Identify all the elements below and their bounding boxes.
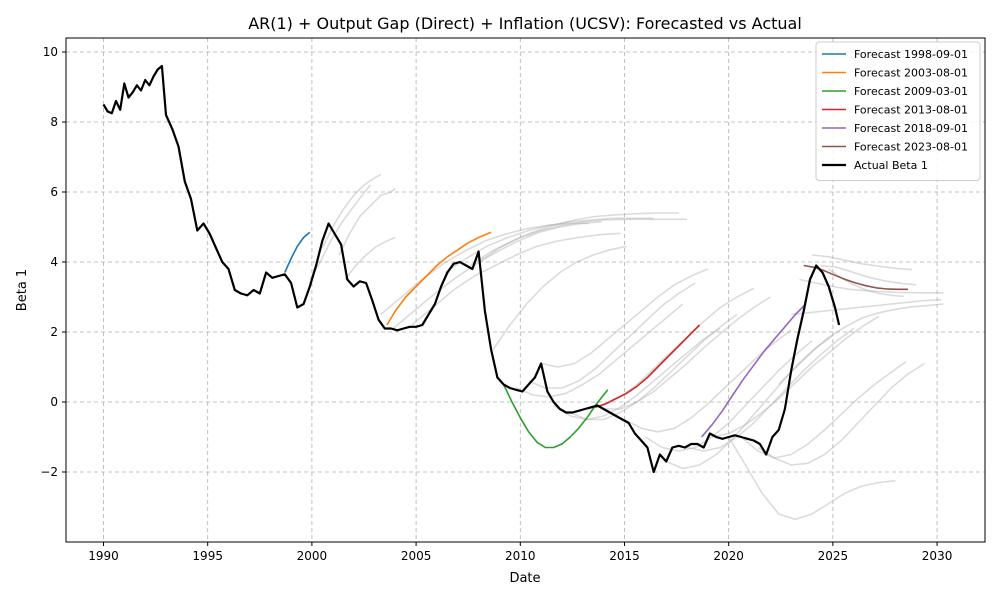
legend: Forecast 1998-09-01 Forecast 2003-08-01 Fo… (815, 41, 981, 181)
background-forecast-line (478, 218, 687, 263)
background-forecast-line (411, 232, 621, 326)
x-tick-label: 2010 (505, 549, 536, 563)
actual-series (102, 64, 841, 474)
y-tick-label: 4 (50, 255, 58, 269)
background-forecast-line (757, 362, 926, 466)
background-forecast-line (321, 173, 382, 249)
x-tick-label: 2030 (922, 549, 953, 563)
background-forecast-line (820, 264, 917, 286)
y-tick-label: 2 (50, 325, 58, 339)
background-forecast-line (553, 327, 721, 421)
y-tick-label: −2 (40, 465, 58, 479)
background-forecast-line (528, 282, 696, 389)
background-forecast-line (728, 436, 896, 521)
background-forecast-line (392, 221, 602, 330)
background-forecast-line (603, 296, 771, 410)
legend-label: Forecast 2023-08-01 (854, 141, 968, 154)
y-tick-label: 0 (50, 395, 58, 409)
background-forecast-line (799, 278, 944, 294)
y-tick-label: 10 (43, 45, 58, 59)
legend-label: Forecast 2018-09-01 (854, 122, 968, 135)
forecast-line (700, 303, 807, 438)
background-forecast-line (344, 236, 396, 280)
forecast-line (595, 324, 701, 409)
background-forecast-line (740, 361, 907, 459)
legend-label: Forecast 1998-09-01 (854, 48, 968, 61)
x-axis-ticks: 1990 1995 2000 2005 2010 2015 2020 2025 2030 (88, 542, 952, 563)
background-forecast-line (686, 327, 855, 452)
legend-label: Forecast 2013-08-01 (854, 104, 968, 117)
background-forecast-line (380, 222, 590, 316)
background-forecast-line (569, 313, 738, 421)
x-tick-label: 2020 (713, 549, 744, 563)
y-tick-label: 8 (50, 115, 58, 129)
x-tick-label: 2015 (609, 549, 640, 563)
y-tick-label: 6 (50, 185, 58, 199)
background-forecast-line (791, 299, 942, 316)
x-tick-label: 1995 (192, 549, 223, 563)
legend-box (815, 41, 981, 181)
background-forecast-line (778, 303, 944, 386)
background-forecast-line (444, 217, 654, 274)
legend-label: Forecast 2009-03-01 (854, 85, 968, 98)
x-axis-label: Date (509, 571, 540, 586)
background-forecast-line (665, 334, 834, 470)
x-tick-label: 1990 (88, 549, 119, 563)
forecast-line (284, 231, 311, 273)
chart-title: AR(1) + Output Gap (Direct) + Inflation … (248, 14, 802, 33)
plot-area-frame (65, 37, 986, 543)
background-forecast-line (515, 303, 684, 398)
x-tick-label: 2000 (297, 549, 328, 563)
background-forecast-line (711, 315, 880, 438)
legend-label: Forecast 2003-08-01 (854, 67, 968, 80)
legend-label: Actual Beta 1 (854, 159, 928, 172)
y-axis-ticks: −2 0 2 4 6 8 10 (40, 45, 66, 479)
background-forecast-line (492, 245, 627, 350)
background-forecast-line (811, 254, 913, 271)
x-tick-label: 2025 (818, 549, 849, 563)
x-tick-label: 2005 (401, 549, 432, 563)
background-forecast-line (540, 268, 709, 368)
background-forecast-line (309, 184, 371, 280)
background-forecast-line (644, 340, 813, 452)
forecast-line (386, 231, 492, 326)
background-forecast-line (338, 187, 396, 256)
background-forecast-line (469, 212, 679, 267)
y-axis-label: Beta 1 (15, 269, 30, 311)
actual-line (102, 64, 841, 474)
